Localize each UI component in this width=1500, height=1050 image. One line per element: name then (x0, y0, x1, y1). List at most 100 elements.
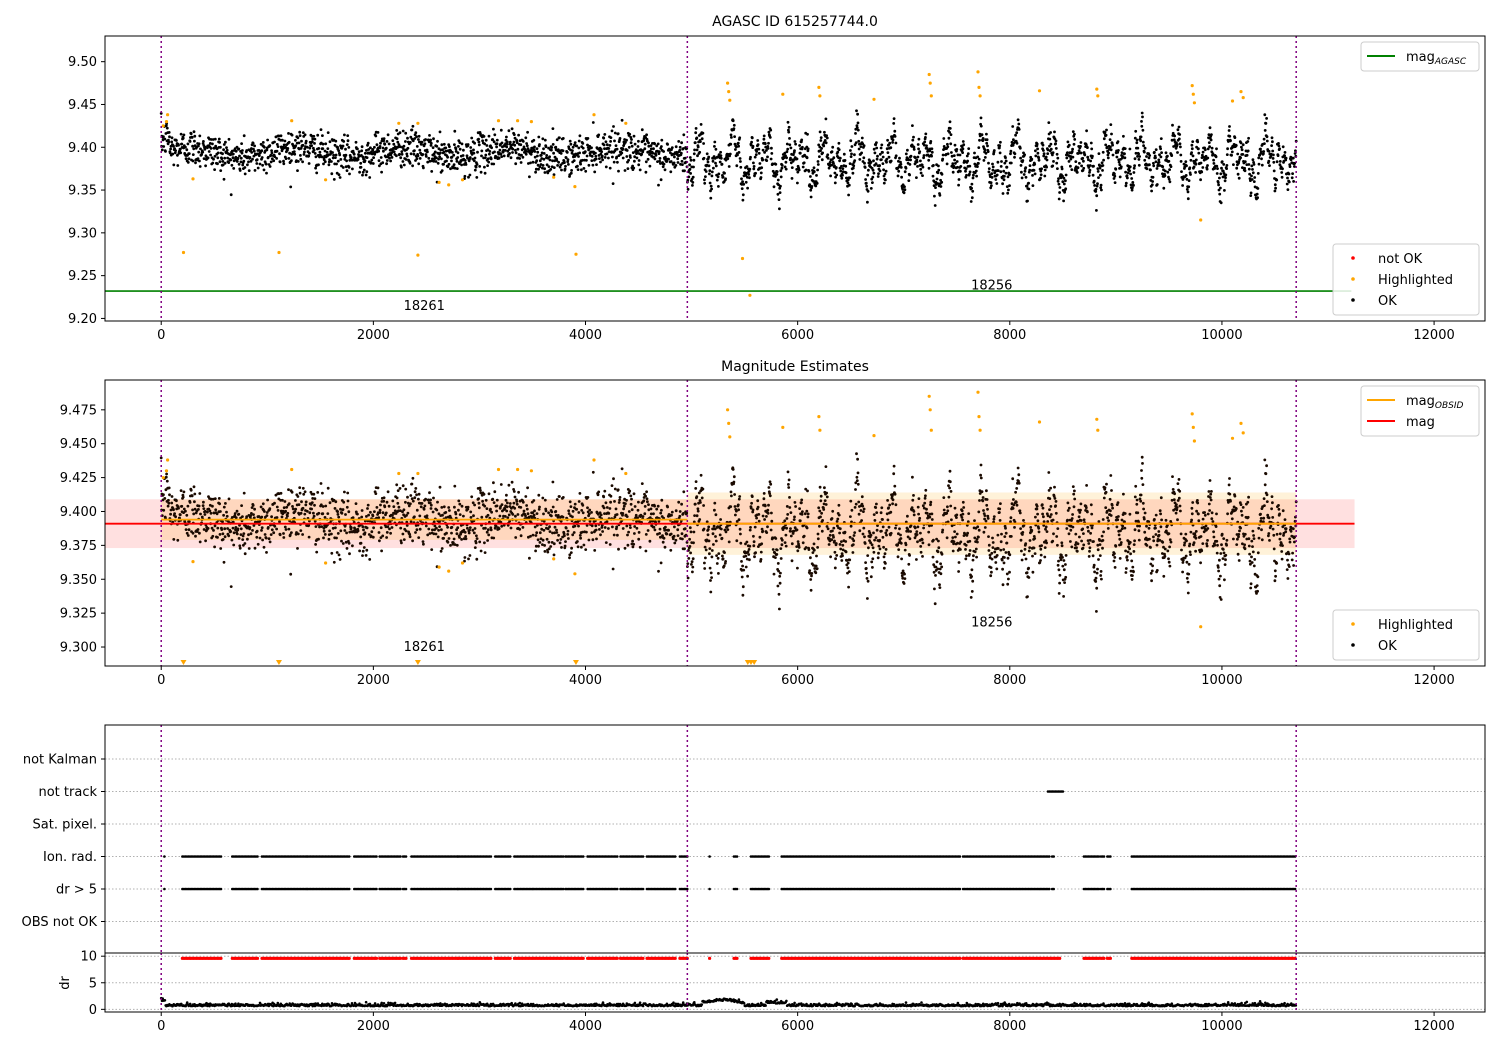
ok-point (298, 491, 302, 495)
ok-point (678, 148, 682, 152)
ok-point (789, 156, 792, 160)
ok-point (757, 151, 761, 155)
ok-point (560, 168, 563, 172)
ok-point (594, 151, 597, 155)
ok-point (625, 138, 628, 142)
ok-point (505, 135, 508, 139)
ok-point (336, 159, 340, 163)
ok-point (762, 497, 766, 501)
ok-point (345, 531, 348, 535)
ok-point (660, 498, 664, 502)
ok-point (978, 138, 981, 142)
ok-point (1015, 131, 1019, 135)
ok-point (1090, 147, 1094, 151)
ok-point (413, 133, 417, 137)
ok-point (1030, 157, 1034, 161)
ok-point (352, 152, 356, 156)
ok-point (856, 128, 860, 132)
ok-point (392, 142, 396, 146)
ok-point (798, 151, 802, 155)
ok-point (232, 167, 236, 170)
ok-point (508, 140, 512, 144)
ok-point (429, 507, 433, 510)
ok-point (1097, 176, 1100, 180)
ok-point (243, 166, 247, 169)
ok-point (995, 173, 999, 177)
ok-point (1179, 153, 1183, 157)
ok-point (243, 542, 247, 545)
ok-point (538, 531, 542, 535)
ok-point (431, 146, 435, 150)
ok-point (923, 140, 927, 144)
ok-point (446, 540, 450, 544)
ok-point (545, 154, 549, 157)
ok-point (1188, 166, 1192, 170)
ok-point (169, 147, 173, 151)
ok-point (658, 159, 661, 163)
ok-point (198, 159, 201, 163)
ok-point (887, 155, 891, 159)
ok-point (366, 503, 370, 507)
ok-point (196, 157, 200, 161)
ok-point (636, 145, 640, 148)
ok-point (361, 525, 365, 529)
ok-point (187, 157, 191, 161)
ok-point (356, 529, 360, 533)
ok-point (1113, 181, 1117, 185)
ok-point (937, 168, 941, 172)
ok-point (481, 139, 484, 143)
ok-point (549, 168, 553, 171)
ok-point (429, 144, 433, 147)
ok-point (688, 156, 692, 159)
ok-point (667, 528, 670, 532)
ok-point (281, 138, 284, 142)
ok-point (696, 509, 700, 513)
ok-point (541, 496, 545, 500)
ok-point (1283, 151, 1287, 154)
ok-point (237, 147, 241, 151)
ok-point (1132, 171, 1136, 174)
ok-point (422, 166, 425, 170)
ok-point (580, 509, 584, 512)
ok-point (292, 150, 296, 154)
ok-point (192, 512, 196, 516)
ok-point (1194, 158, 1198, 162)
ok-point (316, 133, 320, 137)
ok-point (1285, 182, 1289, 186)
ok-point (336, 532, 340, 535)
ok-point (550, 165, 554, 169)
legend-label-subscript: AGASC (1434, 57, 1467, 67)
ok-point (888, 141, 892, 145)
ok-point (473, 156, 477, 160)
ok-point (783, 519, 787, 523)
ok-point (241, 538, 245, 541)
ok-point (432, 159, 436, 163)
ok-point (763, 151, 766, 154)
ok-point (1173, 134, 1176, 138)
ok-point (261, 538, 264, 542)
ok-point (570, 151, 574, 155)
ok-point (730, 494, 733, 498)
ok-point (484, 498, 488, 502)
ok-point (908, 163, 912, 166)
ok-point (417, 497, 420, 501)
ok-point (499, 152, 503, 156)
ok-point (1123, 156, 1127, 160)
ok-point (163, 137, 167, 141)
ok-point (810, 185, 814, 188)
ok-point (217, 137, 221, 141)
ok-point (756, 505, 760, 509)
ok-point (345, 159, 348, 163)
ok-point (189, 132, 193, 136)
ok-point (719, 154, 723, 158)
ok-point (1189, 158, 1193, 162)
ok-point (744, 180, 748, 184)
ok-point (576, 164, 579, 168)
ok-point (525, 142, 528, 145)
ok-point (209, 147, 213, 150)
ok-point (752, 161, 755, 165)
ok-point (283, 500, 287, 503)
ok-point (291, 144, 295, 148)
ok-point (647, 141, 650, 145)
ok-point (505, 493, 508, 497)
